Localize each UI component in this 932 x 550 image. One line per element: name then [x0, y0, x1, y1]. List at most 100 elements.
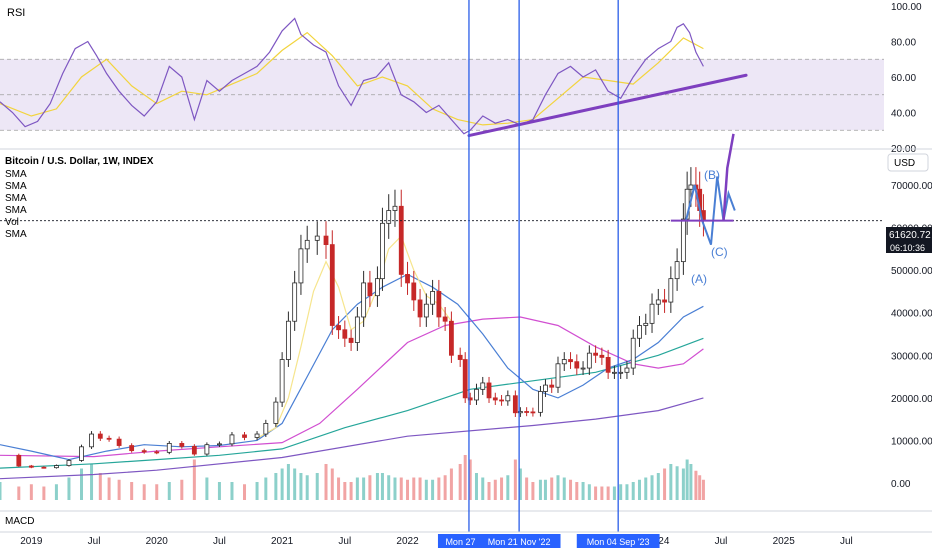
volume-bar: [399, 477, 403, 500]
time-axis-label: 2022: [396, 536, 419, 547]
rsi-tick-label: 60.00: [891, 73, 916, 84]
candle-body: [605, 357, 611, 373]
price-tick-label: 30000.00: [891, 351, 932, 362]
volume-bar: [17, 486, 21, 500]
candle-body: [624, 367, 630, 373]
indicator-label[interactable]: SMA: [5, 193, 27, 204]
volume-bar: [274, 473, 278, 500]
volume-bar: [600, 486, 604, 500]
volume-bar: [694, 470, 698, 500]
rsi-trendline[interactable]: [467, 73, 748, 138]
candle-body: [314, 235, 320, 241]
volume-bar: [142, 484, 146, 500]
volume-bar: [449, 468, 453, 500]
candle-body: [154, 451, 160, 454]
volume-bar: [538, 479, 542, 500]
time-marker-label: Mon 21 Nov '22: [488, 537, 551, 547]
volume-bar: [637, 479, 641, 500]
time-marker-tag[interactable]: [576, 534, 660, 548]
volume-bar: [0, 482, 2, 500]
volume-bar: [243, 484, 247, 500]
volume-bar: [286, 464, 290, 500]
volume-bar: [631, 482, 635, 500]
volume-bar: [701, 479, 705, 500]
indicator-label[interactable]: SMA: [5, 229, 27, 240]
wave-label-a: (A): [691, 272, 707, 286]
volume-bar: [525, 477, 529, 500]
candle-body: [298, 248, 304, 284]
candle-body: [599, 354, 605, 358]
volume-bar: [569, 479, 573, 500]
volume-bar: [67, 477, 71, 500]
wave-projection-tail[interactable]: [722, 133, 735, 221]
volume-bar: [458, 464, 462, 500]
candle-body: [292, 282, 298, 322]
candle-body: [574, 361, 580, 369]
indicator-label[interactable]: SMA: [5, 205, 27, 216]
volume-bar: [562, 477, 566, 500]
rsi-levels: [0, 58, 884, 131]
wave-projection[interactable]: [684, 176, 736, 245]
countdown-tag: [886, 241, 932, 253]
candle-body: [254, 433, 260, 438]
candle-body: [263, 422, 269, 435]
volume-bar: [493, 479, 497, 500]
time-marker-tag[interactable]: [477, 534, 561, 548]
time-marker-label: Mon 27 Jun: [445, 537, 492, 547]
volume-bar: [299, 473, 303, 500]
candle-body: [411, 282, 417, 301]
volume-bar: [675, 466, 679, 500]
candle-body: [593, 352, 599, 356]
candle-body: [586, 352, 592, 369]
candle-body: [191, 445, 197, 455]
currency-label: USD: [894, 158, 915, 169]
volume-bar: [343, 482, 347, 500]
candle-body: [204, 444, 210, 455]
volume-bar: [556, 475, 560, 500]
volume-bar: [264, 477, 268, 500]
volume-bar: [315, 473, 319, 500]
candle-body: [386, 210, 392, 224]
date-marker-lines[interactable]: [468, 0, 619, 532]
volume-bar: [506, 475, 510, 500]
candle-body: [279, 359, 285, 403]
currency-button[interactable]: [887, 153, 929, 172]
volume-bar: [349, 482, 353, 500]
macd-panel[interactable]: MACD: [5, 516, 34, 527]
candle-body: [630, 337, 636, 369]
candle-body: [568, 359, 573, 363]
volume-bar: [375, 473, 379, 500]
volume-bar: [625, 484, 629, 500]
candle-body: [375, 278, 380, 297]
candle-body: [688, 184, 694, 190]
price-tick-label: 40000.00: [891, 309, 932, 320]
time-axis-label: Jul: [840, 536, 853, 547]
volume-bar: [305, 475, 309, 500]
time-axis-label: Jul: [715, 536, 728, 547]
time-axis[interactable]: 2019Jul2020Jul2021Jul20222024Jul2025JulM…: [0, 531, 932, 548]
time-marker-label: Mon 04 Sep '23: [587, 537, 650, 547]
candle-body: [436, 291, 442, 318]
wave-label-c: (C): [711, 245, 728, 259]
volume-bar: [550, 477, 554, 500]
candle-body: [242, 434, 247, 438]
indicator-label[interactable]: SMA: [5, 181, 27, 192]
volume-bar: [29, 484, 33, 500]
candle-body: [492, 397, 498, 401]
volume-bar: [117, 479, 121, 500]
rsi-tick-label: 80.00: [891, 38, 916, 49]
price-panel[interactable]: (B) (A) (C) Bitcoin / U.S. Dollar, 1W, I…: [0, 133, 932, 500]
indicator-label[interactable]: Vol: [5, 217, 19, 228]
candle-body: [512, 395, 518, 414]
candle-body: [637, 325, 642, 339]
price-candles: [16, 167, 706, 469]
price-tick-label: 50000.00: [891, 266, 932, 277]
volume-bar: [406, 479, 410, 500]
candle-body: [16, 454, 22, 467]
indicator-label[interactable]: SMA: [5, 169, 27, 180]
rsi-tick-label: 100.00: [891, 2, 922, 13]
volume-bar: [518, 468, 522, 500]
